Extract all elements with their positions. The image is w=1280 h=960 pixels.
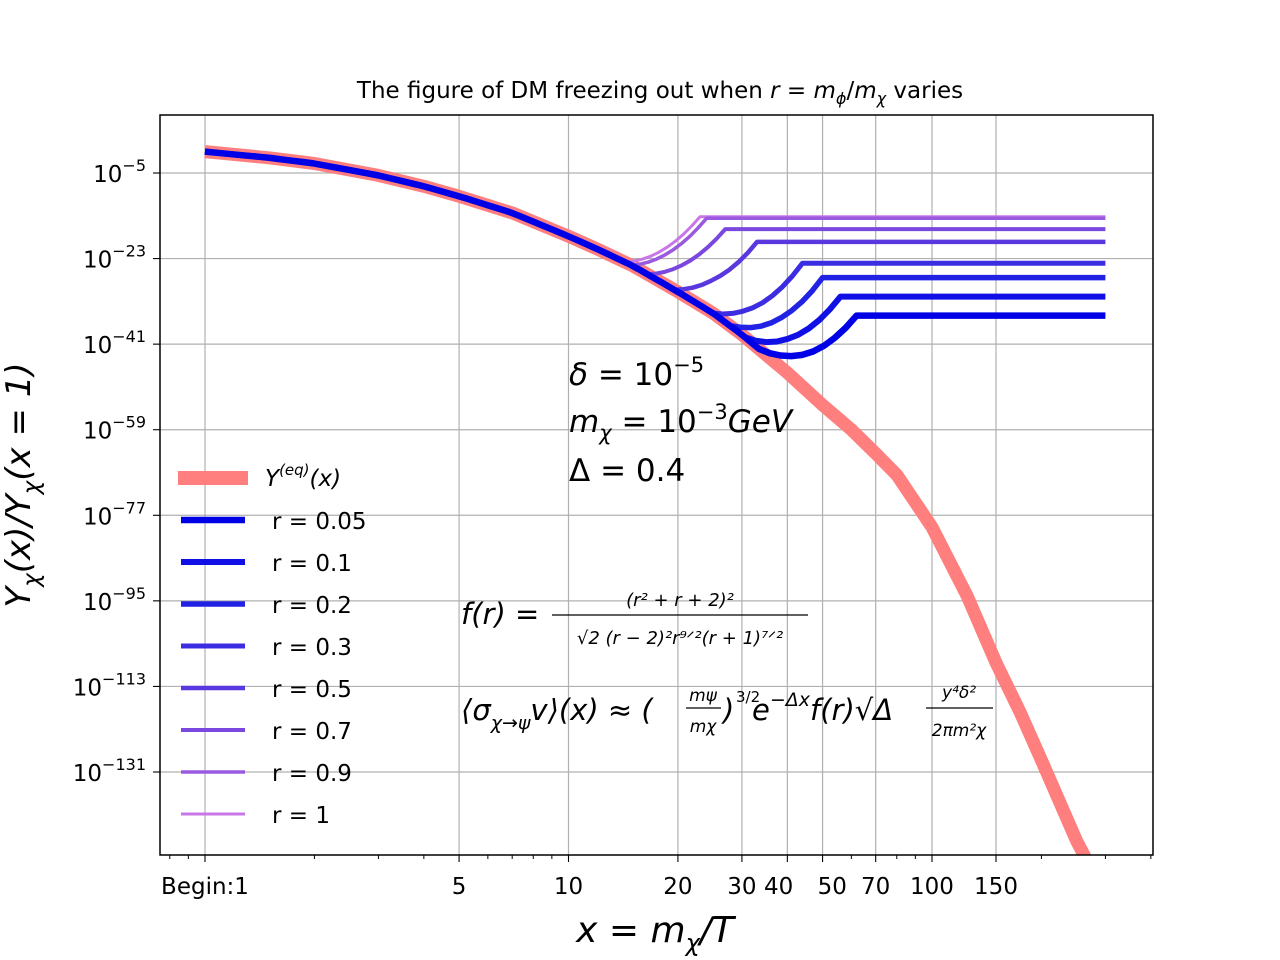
ylabel-arg1: (x)/ bbox=[0, 512, 39, 574]
formula-sigma-v: ⟨σχ→ψv⟩(x) ≈ ( mψ mχ ) 3/2 e−Δxf(r)√Δ y⁴… bbox=[461, 683, 993, 741]
data-layer bbox=[204, 145, 1106, 855]
annotation-delta: δ = 10−5 bbox=[569, 353, 704, 393]
xlabel-m: m bbox=[650, 910, 685, 951]
x-tick-label: Begin:1 bbox=[161, 874, 249, 900]
title-eq: = bbox=[780, 78, 814, 104]
legend-label: r = 0.5 bbox=[272, 677, 352, 703]
sigma-v-lhs: ⟨σχ→ψv⟩(x) ≈ ( bbox=[461, 693, 654, 734]
legend-label: r = 0.3 bbox=[272, 635, 352, 661]
legend-eq-base: Y bbox=[265, 466, 281, 492]
parameter-annotations: δ = 10−5 mχ = 10−3GeV Δ = 0.4 bbox=[569, 353, 795, 489]
legend-label: r = 0.9 bbox=[272, 761, 352, 787]
x-tick-label: 10 bbox=[554, 874, 583, 900]
ylabel-arg2: (x = 1) bbox=[0, 362, 39, 480]
y-tick-label: 10−77 bbox=[83, 498, 146, 530]
f-of-r-numerator: (r² + r + 2)² bbox=[626, 590, 734, 611]
formula-f-of-r: f(r) = (r² + r + 2)² √2 (r − 2)²r⁹ᐟ²(r +… bbox=[461, 590, 808, 649]
y-tick-label: 10−59 bbox=[83, 413, 146, 445]
sigma-v-lhs-rest: v⟩(x) ≈ ( bbox=[530, 693, 654, 727]
ann-Delta-eq: = 0.4 bbox=[590, 453, 685, 489]
legend-eq-sup: (eq) bbox=[279, 461, 309, 479]
ann-m-eq: = 10 bbox=[612, 404, 697, 440]
series-line bbox=[204, 148, 1106, 360]
y-tick-label: 10−131 bbox=[73, 755, 146, 787]
ann-m-sym: m bbox=[569, 404, 599, 440]
legend-label: r = 0.1 bbox=[272, 551, 352, 577]
title-r: r bbox=[770, 78, 781, 104]
ylabel-sub1: χ bbox=[19, 572, 45, 589]
plot-area-border bbox=[159, 114, 1154, 856]
title-m1: m bbox=[814, 78, 836, 104]
ylabel-sub2: χ bbox=[19, 479, 45, 496]
annotation-mass: mχ = 10−3GeV bbox=[569, 400, 795, 445]
chart-title: The figure of DM freezing out when r = m… bbox=[356, 78, 963, 108]
sigma-v-frac2-num: y⁴δ² bbox=[941, 683, 976, 703]
x-tick-label: 40 bbox=[764, 874, 793, 900]
series-line bbox=[204, 148, 1106, 331]
legend-label: r = 0.05 bbox=[272, 509, 367, 535]
sigma-v-frac1-num: mψ bbox=[689, 686, 718, 706]
ann-delta-eq: = 10 bbox=[588, 357, 673, 393]
series-line bbox=[204, 149, 1106, 317]
y-tick-label: 10−5 bbox=[93, 156, 146, 188]
x-tick-label: 20 bbox=[663, 874, 692, 900]
ticks: Begin:1 5 10 20 30 40 50 70 100 150 10−5 10−23 10−41… bbox=[73, 156, 1152, 900]
ylabel-y1: Y bbox=[0, 585, 39, 608]
ann-m-unit: GeV bbox=[728, 404, 795, 440]
sigma-v-e: e−Δxf(r)√Δ bbox=[752, 689, 893, 727]
xlabel-x: x bbox=[575, 910, 598, 951]
axes-frame bbox=[159, 114, 1154, 856]
x-tick-label: 5 bbox=[452, 874, 467, 900]
ann-Delta-sym: Δ bbox=[569, 453, 590, 489]
sigma-v-lhs-sub: χ→ψ bbox=[490, 712, 531, 734]
f-of-r-denominator: √2 (r − 2)²r⁹ᐟ²(r + 1)⁷ᐟ² bbox=[577, 628, 783, 649]
title-sub1: ϕ bbox=[836, 89, 847, 108]
title-m2: m bbox=[854, 78, 876, 104]
ylabel-y2: Y bbox=[0, 492, 39, 515]
legend-label: r = 0.2 bbox=[272, 593, 352, 619]
legend: Y(eq)(x) r = 0.05 r = 0.1 r = 0.2 r = 0.3 r … bbox=[178, 461, 367, 829]
ann-delta-sym: δ bbox=[569, 357, 588, 393]
title-sub2: χ bbox=[876, 89, 887, 108]
title-suffix: varies bbox=[886, 78, 963, 104]
f-of-r-lhs: f(r) = bbox=[461, 597, 539, 631]
x-tick-label: 50 bbox=[818, 874, 847, 900]
annotation-Delta: Δ = 0.4 bbox=[569, 453, 685, 489]
y-tick-label: 10−95 bbox=[83, 584, 146, 616]
sigma-v-power: 3/2 bbox=[736, 688, 760, 706]
ann-m-sub: χ bbox=[598, 421, 613, 445]
x-tick-label: 150 bbox=[974, 874, 1018, 900]
sigma-v-frac2-den: 2πm²χ bbox=[932, 721, 987, 741]
y-tick-label: 10−23 bbox=[83, 242, 146, 274]
x-tick-label: 70 bbox=[861, 874, 890, 900]
sigma-v-e-sup: −Δx bbox=[770, 689, 811, 711]
xlabel-rest: /T bbox=[697, 910, 737, 951]
grid bbox=[160, 115, 1153, 855]
title-slash: / bbox=[846, 78, 854, 104]
y-tick-label: 10−113 bbox=[73, 669, 146, 701]
x-axis-label: x = mχ/T bbox=[575, 910, 737, 957]
xlabel-eq: = bbox=[597, 910, 650, 951]
ann-m-sup: −3 bbox=[697, 400, 728, 424]
x-tick-label: 30 bbox=[727, 874, 756, 900]
legend-eq-tail: (x) bbox=[310, 466, 342, 492]
sigma-v-e-base: e bbox=[752, 693, 770, 727]
legend-label: r = 1 bbox=[272, 803, 330, 829]
legend-label: r = 0.7 bbox=[272, 719, 352, 745]
y-axis-label: Yχ(x)/Yχ(x = 1) bbox=[0, 362, 45, 607]
xlabel-sub: χ bbox=[684, 929, 701, 957]
y-tick-label: 10−41 bbox=[83, 327, 146, 359]
legend-label-equilibrium: Y(eq)(x) bbox=[265, 461, 341, 492]
sigma-v-close-paren: ) bbox=[721, 693, 734, 727]
sigma-v-frac1-den: mχ bbox=[690, 717, 718, 737]
x-tick-label: 100 bbox=[910, 874, 954, 900]
sigma-v-mid: f(r)√Δ bbox=[810, 693, 893, 727]
title-prefix: The figure of DM freezing out when bbox=[356, 78, 770, 104]
sigma-v-lhs-sym: ⟨σ bbox=[461, 693, 492, 727]
ann-delta-sup: −5 bbox=[673, 353, 704, 377]
